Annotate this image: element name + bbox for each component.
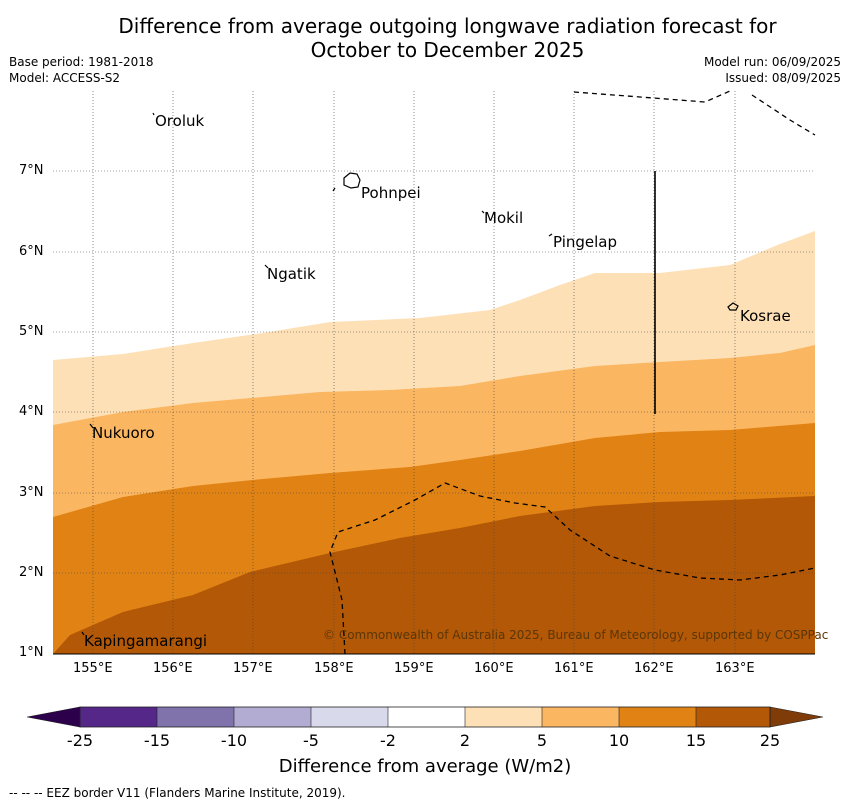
colorbar-segment-2 xyxy=(157,707,234,727)
meta-left: Base period: 1981-2018 Model: ACCESS-S2 xyxy=(9,54,154,86)
x-tick-label: 159°E xyxy=(394,661,434,676)
colorbar-arrow-low xyxy=(26,706,81,728)
eez-legend: -- -- -- EEZ border V11 (Flanders Marine… xyxy=(9,786,346,800)
grid xyxy=(53,91,815,654)
oroluk-mark xyxy=(152,112,155,116)
title-line-2: October to December 2025 xyxy=(310,38,585,62)
ant-atoll-mark xyxy=(332,187,336,192)
colorbar-segment-7 xyxy=(542,707,619,727)
y-tick-label: 7°N xyxy=(19,163,44,178)
model-name: Model: ACCESS-S2 xyxy=(9,71,121,85)
model-run: Model run: 06/09/2025 xyxy=(703,55,841,69)
colorbar-label: 15 xyxy=(685,731,707,750)
mokil-mark xyxy=(481,210,485,214)
x-tick-label: 156°E xyxy=(153,661,193,676)
chart-title: Difference from average outgoing longwav… xyxy=(0,14,850,62)
x-tick-label: 162°E xyxy=(634,661,674,676)
ngatik-mark xyxy=(264,264,269,269)
pingelap-mark xyxy=(548,233,553,237)
x-tick-label: 155°E xyxy=(73,661,113,676)
y-tick-label: 5°N xyxy=(19,324,44,339)
colorbar-label: -10 xyxy=(220,731,248,750)
colorbar-label: -15 xyxy=(143,731,171,750)
colorbar-segment-3 xyxy=(234,707,311,727)
eez-border xyxy=(329,90,816,655)
place-label-kosrae: Kosrae xyxy=(740,307,791,325)
colorbar-label: 2 xyxy=(459,731,471,750)
colorbar xyxy=(26,706,824,728)
place-label-ngatik: Ngatik xyxy=(267,265,316,283)
title-line-1: Difference from average outgoing longwav… xyxy=(118,14,777,38)
y-tick-label: 4°N xyxy=(19,404,44,419)
copyright-notice: © Commonwealth of Australia 2025, Bureau… xyxy=(323,628,829,642)
colorbar-label: 5 xyxy=(536,731,548,750)
y-tick-label: 1°N xyxy=(19,645,44,660)
kosrae-outline xyxy=(727,302,739,311)
y-tick-label: 3°N xyxy=(19,485,44,500)
colorbar-label: -25 xyxy=(66,731,94,750)
x-tick-label: 157°E xyxy=(233,661,273,676)
nukuoro-mark xyxy=(89,423,94,429)
y-tick-label: 2°N xyxy=(19,565,44,580)
colorbar-segment-8 xyxy=(619,707,696,727)
band-15-25 xyxy=(53,496,815,654)
y-tick-label: 6°N xyxy=(19,244,44,259)
colorbar-arrow-high xyxy=(769,706,824,728)
colorbar-label: 25 xyxy=(759,731,781,750)
place-label-mokil: Mokil xyxy=(484,209,524,227)
colorbar-segment-5 xyxy=(388,707,465,727)
x-tick-label: 158°E xyxy=(314,661,354,676)
place-label-nukuoro: Nukuoro xyxy=(92,424,155,442)
place-label-pohnpei: Pohnpei xyxy=(361,184,421,202)
colorbar-title: Difference from average (W/m2) xyxy=(278,756,572,777)
colorbar-segment-9 xyxy=(696,707,770,727)
island-outlines xyxy=(81,112,739,636)
issued-date: Issued: 08/09/2025 xyxy=(725,71,841,85)
x-tick-label: 161°E xyxy=(554,661,594,676)
base-period: Base period: 1981-2018 xyxy=(9,55,154,69)
colorbar-label: -2 xyxy=(380,731,396,750)
kapingamarangi-mark xyxy=(81,631,85,636)
colorbar-segment-4 xyxy=(311,707,388,727)
colorbar-frame xyxy=(79,706,771,728)
place-label-kapingamarangi: Kapingamarangi xyxy=(84,632,208,650)
colorbar-label: 10 xyxy=(608,731,630,750)
colorbar-segment-6 xyxy=(465,707,542,727)
x-tick-label: 163°E xyxy=(715,661,755,676)
place-label-oroluk: Oroluk xyxy=(155,112,205,130)
x-tick-label: 160°E xyxy=(474,661,514,676)
colorbar-segment-1 xyxy=(80,707,157,727)
colorbar-label: -5 xyxy=(303,731,319,750)
meta-right: Model run: 06/09/2025 Issued: 08/09/2025 xyxy=(704,54,841,86)
pohnpei-outline xyxy=(343,172,361,189)
place-label-pingelap: Pingelap xyxy=(553,233,618,251)
